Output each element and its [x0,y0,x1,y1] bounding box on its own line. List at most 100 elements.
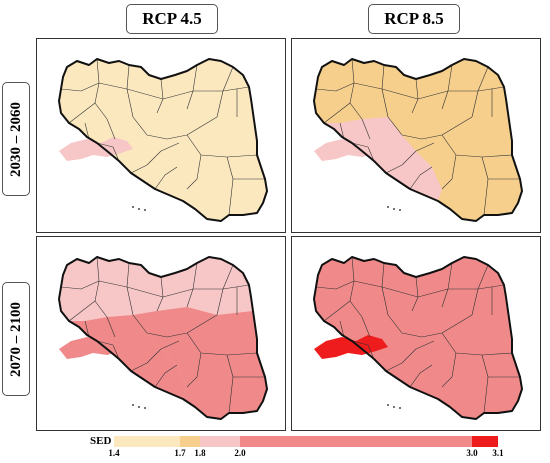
legend-tick-label: 1.4 [108,448,120,458]
province-border [60,280,250,298]
legend-tick-label: 1.7 [174,448,186,458]
iran-map [313,256,523,420]
row-label-2030-2060: 2030 – 2060 [2,82,30,196]
province-border [186,332,258,356]
province-border [339,320,345,338]
province-border [160,142,180,152]
island-dot [144,209,146,211]
island-dot [399,209,401,211]
province-border [96,340,120,360]
region-south [324,117,442,201]
region-north [314,59,508,123]
island-dot [387,206,389,208]
legend-swatch [240,436,472,447]
region-east [388,307,522,419]
province-border [68,300,108,322]
column-label-rcp85: RCP 8.5 [368,4,460,34]
province-border [441,154,457,190]
island-dot [132,404,134,406]
province-border [361,118,371,140]
region-highlight [314,335,388,359]
region-south [324,315,442,399]
region-highlight [59,137,133,161]
province-border [361,316,371,338]
country-outline [313,256,523,420]
region-north [59,257,253,321]
province-border [409,166,433,190]
province-border [60,82,250,100]
map-panel-rcp45-2030 [36,38,286,233]
province-border [441,134,513,158]
map-panel-rcp85-2070 [291,236,541,431]
region-south [69,117,187,201]
region-north [59,59,253,123]
province-border [160,340,180,350]
province-border [130,348,162,372]
map-panel-rcp85-2030 [291,38,541,233]
province-border [315,82,505,100]
province-border [315,280,505,298]
map-panel-rcp45-2070 [36,236,286,431]
country-outline [58,256,268,420]
province-border [106,316,116,338]
province-border [415,142,435,152]
province-border [441,352,457,388]
province-border [339,122,345,140]
island-dot [138,406,140,408]
region-east [133,307,267,419]
legend-swatch [472,436,498,447]
province-border [96,142,120,162]
island-dot [393,406,395,408]
row-label-2070-2100: 2070 – 2100 [2,282,30,396]
legend-swatch [114,436,180,447]
legend-tick-label: 2.0 [234,448,246,458]
sed-legend: SED 1.4 1.7 1.8 2.0 3.0 3.1 [80,433,504,461]
province-border [186,134,258,158]
province-border [154,166,178,190]
island-dot [144,407,146,409]
province-border [68,102,108,124]
province-border [351,340,375,360]
province-border [387,116,473,140]
province-border [385,150,417,174]
legend-tick-label: 1.8 [194,448,206,458]
iran-map [313,58,523,222]
iran-map [58,256,268,420]
iran-map [58,58,268,222]
province-border [186,352,202,388]
province-border [323,300,363,322]
region-east [133,109,267,221]
province-border [130,150,162,174]
legend-swatch [200,436,240,447]
island-dot [399,407,401,409]
province-border [132,116,218,140]
province-border [84,122,90,140]
province-border [106,118,116,140]
island-dot [393,208,395,210]
legend-swatch [180,436,200,447]
island-dot [387,404,389,406]
region-highlight [59,335,133,359]
country-outline [58,58,268,222]
province-border [385,348,417,372]
legend-title: SED [90,435,112,447]
region-north [314,257,508,321]
island-dot [132,206,134,208]
province-border [415,340,435,350]
province-border [323,102,363,124]
legend-colorbar [114,436,498,447]
region-south [69,315,187,399]
region-highlight [314,137,388,161]
legend-tick-label: 3.0 [466,448,478,458]
province-border [409,364,433,388]
province-border [387,314,473,338]
province-border [441,332,513,356]
province-border [154,364,178,388]
column-label-rcp45: RCP 4.5 [126,4,218,34]
province-border [351,142,375,162]
province-border [84,320,90,338]
island-dot [138,208,140,210]
province-border [186,154,202,190]
province-border [132,314,218,338]
country-outline [313,58,523,222]
